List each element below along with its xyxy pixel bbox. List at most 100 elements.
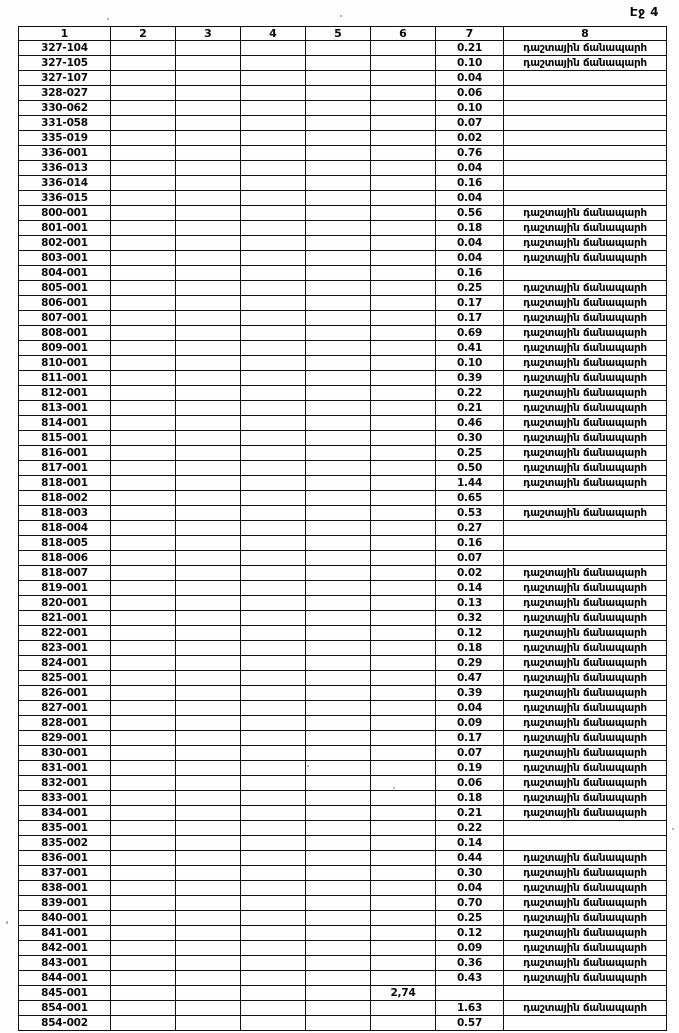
cell-description: դաշտային ճանապարհգմ (503, 775, 667, 791)
cell-col-2 (110, 355, 176, 371)
cell-parcel-code: 831-001 (18, 760, 111, 776)
cell-col-2 (110, 520, 176, 536)
cell-col-6 (370, 160, 436, 176)
cell-description: դաշտային ճանապարհգմ (503, 235, 667, 251)
cell-col-7: 0.46 (435, 415, 504, 431)
cell-col-7: 0.65 (435, 490, 504, 506)
cell-parcel-code: 805-001 (18, 280, 111, 296)
cell-col-3 (175, 670, 241, 686)
cell-parcel-code: 327-107 (18, 70, 111, 86)
cell-description: դաշտային ճանապարհգմ (503, 460, 667, 476)
cell-col-4 (240, 715, 306, 731)
cell-description (503, 985, 667, 1001)
cell-col-6 (370, 790, 436, 806)
cell-description: դաշտային ճանապարհգմ (503, 790, 667, 806)
cell-col-3 (175, 835, 241, 851)
cell-col-7: 0.22 (435, 820, 504, 836)
table-row: 336-001 0.76 (18, 145, 667, 161)
cell-col-4 (240, 55, 306, 71)
cell-col-3 (175, 865, 241, 881)
scan-speckle (307, 765, 309, 767)
cell-parcel-code: 817-001 (18, 460, 111, 476)
cell-col-5 (305, 955, 371, 971)
cell-col-6 (370, 955, 436, 971)
cell-parcel-code: 837-001 (18, 865, 111, 881)
table-row: 336-014 0.16 (18, 175, 667, 191)
cell-col-4 (240, 760, 306, 776)
cell-col-7: 0.17 (435, 730, 504, 746)
table-row: 818-002 0.65 (18, 490, 667, 506)
cell-col-3 (175, 520, 241, 536)
cell-col-6 (370, 130, 436, 146)
cell-description (503, 520, 667, 536)
cell-description: դաշտային ճանապարհգմ (503, 565, 667, 581)
cell-col-3 (175, 715, 241, 731)
cell-col-7: 0.17 (435, 310, 504, 326)
cell-parcel-code: 838-001 (18, 880, 111, 896)
cell-col-7: 0.41 (435, 340, 504, 356)
cell-col-3 (175, 130, 241, 146)
cell-description: դաշտային ճանապարհգմ (503, 385, 667, 401)
cell-col-3 (175, 625, 241, 641)
cell-col-3 (175, 250, 241, 266)
cell-col-7: 0.76 (435, 145, 504, 161)
cell-description: դաշտային ճանապարհգմ (503, 850, 667, 866)
cell-col-6 (370, 520, 436, 536)
cell-parcel-code: 818-003 (18, 505, 111, 521)
page-number-label: Էջ 4 (629, 5, 659, 19)
cell-col-7: 0.27 (435, 520, 504, 536)
cell-col-3 (175, 985, 241, 1001)
cell-col-2 (110, 970, 176, 986)
cell-col-4 (240, 145, 306, 161)
cell-col-2 (110, 925, 176, 941)
cell-col-3 (175, 535, 241, 551)
cell-col-4 (240, 265, 306, 281)
cell-description: դաշտային ճանապարհգմ (503, 760, 667, 776)
cell-description: դաշտային ճանապարհգմ (503, 280, 667, 296)
cell-col-4 (240, 220, 306, 236)
cell-col-6 (370, 100, 436, 116)
cell-col-2 (110, 580, 176, 596)
cell-col-4 (240, 595, 306, 611)
cell-description (503, 70, 667, 86)
cell-parcel-code: 835-001 (18, 820, 111, 836)
cell-col-5 (305, 220, 371, 236)
cell-parcel-code: 823-001 (18, 640, 111, 656)
cell-col-6 (370, 70, 436, 86)
cell-col-2 (110, 610, 176, 626)
cell-col-4 (240, 310, 306, 326)
cell-col-7: 0.12 (435, 625, 504, 641)
cell-col-3 (175, 340, 241, 356)
cell-col-6 (370, 490, 436, 506)
cell-col-6 (370, 535, 436, 551)
cell-col-3 (175, 415, 241, 431)
cell-col-6 (370, 145, 436, 161)
cell-parcel-code: 803-001 (18, 250, 111, 266)
cell-col-4 (240, 40, 306, 56)
cell-col-3 (175, 565, 241, 581)
cell-parcel-code: 825-001 (18, 670, 111, 686)
cell-col-3 (175, 400, 241, 416)
cell-description: դաշտային ճանապարհգմ (503, 415, 667, 431)
cell-parcel-code: 818-006 (18, 550, 111, 566)
cell-col-6 (370, 610, 436, 626)
cell-parcel-code: 834-001 (18, 805, 111, 821)
cell-col-7: 0.10 (435, 355, 504, 371)
table-row: 818-004 0.27 (18, 520, 667, 536)
cell-parcel-code: 802-001 (18, 235, 111, 251)
cell-col-4 (240, 955, 306, 971)
cell-col-3 (175, 460, 241, 476)
cell-col-5 (305, 805, 371, 821)
cell-col-3 (175, 85, 241, 101)
cell-description: դաշտային ճանապարհգմ (503, 685, 667, 701)
cell-parcel-code: 806-001 (18, 295, 111, 311)
cell-parcel-code: 814-001 (18, 415, 111, 431)
